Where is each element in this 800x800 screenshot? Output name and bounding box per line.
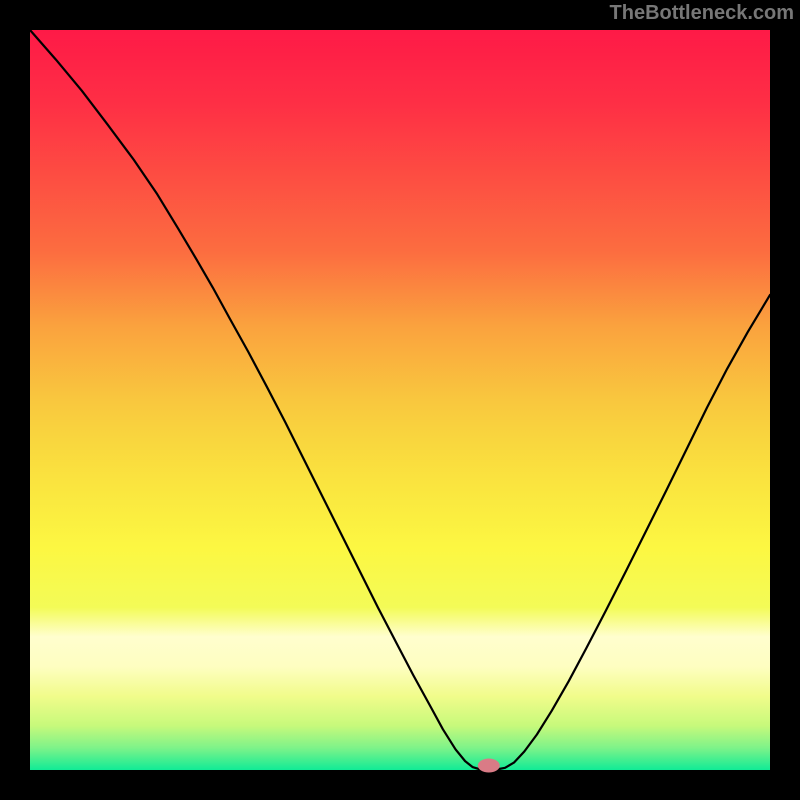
bottleneck-chart [0,0,800,800]
optimal-marker [478,759,500,773]
watermark-label: TheBottleneck.com [610,2,794,25]
gradient-background [30,30,770,770]
